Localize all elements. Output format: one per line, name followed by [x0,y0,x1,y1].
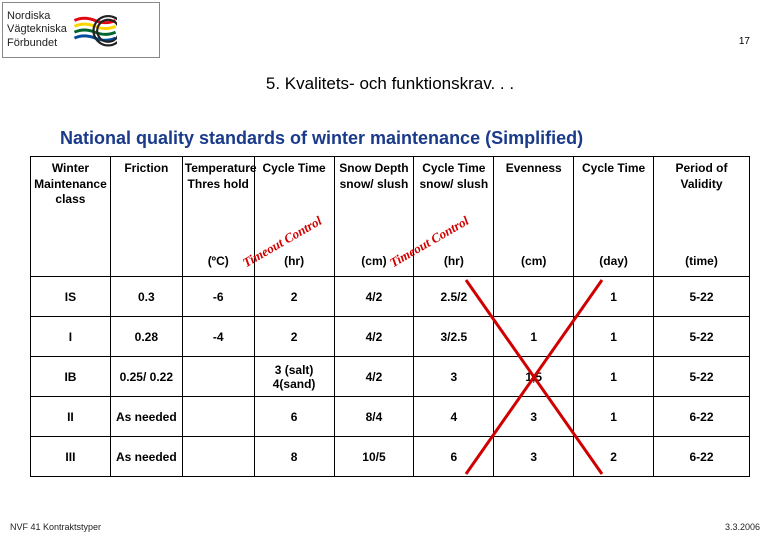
col-header-0: Winter Maintenance class [31,157,111,277]
table-cell: 0.28 [110,317,182,357]
col-header-7: Cycle Time(day) [574,157,654,277]
table-cell: IS [31,277,111,317]
table-row: I0.28-424/23/2.5115-22 [31,317,750,357]
table-cell: 1,5 [494,357,574,397]
logo-box: Nordiska Vägtekniska Förbundet [2,2,160,58]
table-cell [182,437,254,477]
table-cell [182,357,254,397]
col-header-5: Cycle Time snow/ slush(hr) [414,157,494,277]
table-cell: IB [31,357,111,397]
col-header-1: Friction [110,157,182,277]
page-number: 17 [739,36,750,47]
table-cell: 3 [414,357,494,397]
logo-line1: Nordiska [7,10,67,23]
logo-icon [73,10,117,50]
table-cell: 3 [494,397,574,437]
table-cell: 3 [494,437,574,477]
table-cell [494,277,574,317]
table-cell: 5-22 [654,317,750,357]
table-row: IB0.25/ 0.22 3 (salt) 4(sand)4/231,515-22 [31,357,750,397]
col-header-3: Cycle Time(hr) [254,157,334,277]
table-cell: -6 [182,277,254,317]
table-cell: 0.3 [110,277,182,317]
table-cell: 1 [574,397,654,437]
table-cell: I [31,317,111,357]
logo-line3: Förbundet [7,37,67,50]
table-cell: As needed [110,397,182,437]
table-cell: 4/2 [334,357,414,397]
table-cell: 0.25/ 0.22 [110,357,182,397]
table-cell: 2 [254,277,334,317]
table-cell: 6 [254,397,334,437]
table-cell: 10/5 [334,437,414,477]
table-cell: 6 [414,437,494,477]
table-cell: 5-22 [654,357,750,397]
table-cell: 6-22 [654,437,750,477]
table-cell: 3 (salt) 4(sand) [254,357,334,397]
table-cell: II [31,397,111,437]
standards-table: Winter Maintenance classFrictionTemperat… [30,156,750,477]
logo-text: Nordiska Vägtekniska Förbundet [7,10,67,50]
table-cell: 8/4 [334,397,414,437]
table-cell: 1 [494,317,574,357]
section-title: 5. Kvalitets- och funktionskrav. . . [0,74,780,94]
table-cell: 1 [574,277,654,317]
table-cell: 2.5/2 [414,277,494,317]
table-header-row: Winter Maintenance classFrictionTemperat… [31,157,750,277]
table-cell: 3/2.5 [414,317,494,357]
table-cell: 4 [414,397,494,437]
table-cell: 2 [574,437,654,477]
table-cell: As needed [110,437,182,477]
table-cell: III [31,437,111,477]
col-header-2: Temperature Thres hold(ºC) [182,157,254,277]
footer-right: 3.3.2006 [725,522,760,532]
table-cell: 6-22 [654,397,750,437]
table-row: IIIAs needed 810/56326-22 [31,437,750,477]
table-body: IS0.3-624/22.5/215-22I0.28-424/23/2.5115… [31,277,750,477]
col-header-8: Period of Validity(time) [654,157,750,277]
footer-left: NVF 41 Kontraktstyper [10,522,101,532]
table-row: IIAs needed 68/44316-22 [31,397,750,437]
col-header-4: Snow Depth snow/ slush(cm) [334,157,414,277]
table-cell: 2 [254,317,334,357]
table-cell: 1 [574,357,654,397]
col-header-6: Evenness(cm) [494,157,574,277]
table-cell: 4/2 [334,277,414,317]
table-cell: 5-22 [654,277,750,317]
logo-mark [73,10,117,50]
logo-line2: Vägtekniska [7,23,67,36]
table-cell: -4 [182,317,254,357]
table-cell: 4/2 [334,317,414,357]
chart-title: National quality standards of winter mai… [60,128,583,149]
table-row: IS0.3-624/22.5/2 15-22 [31,277,750,317]
table-cell [182,397,254,437]
table-cell: 8 [254,437,334,477]
table-cell: 1 [574,317,654,357]
standards-table-wrap: Winter Maintenance classFrictionTemperat… [30,156,750,477]
